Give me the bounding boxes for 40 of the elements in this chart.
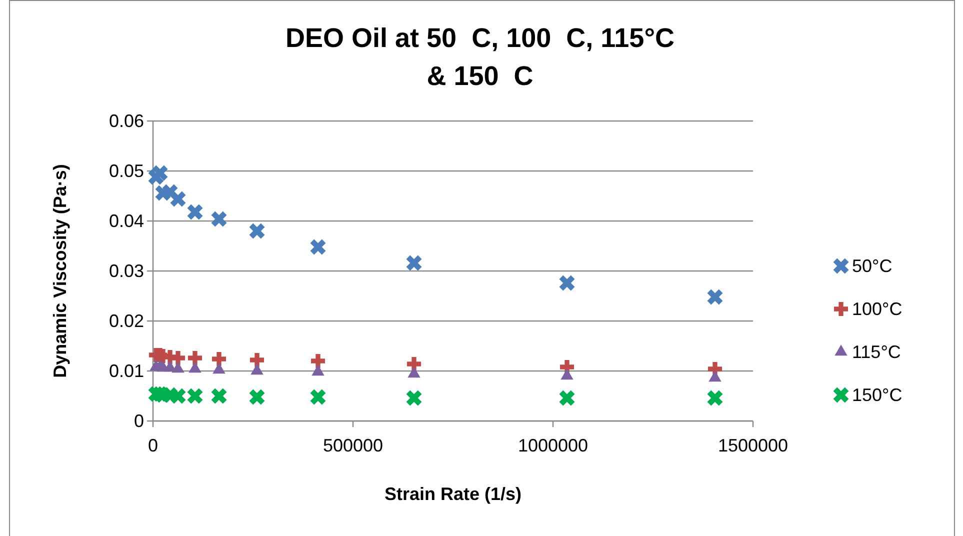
x-tick-label: 500000 <box>322 436 384 456</box>
x-tick-label: 0 <box>148 436 158 456</box>
point <box>152 165 168 181</box>
point <box>170 388 186 404</box>
point <box>211 211 227 227</box>
chart-title: DEO Oil at 50 C, 100 C, 115°C & 150 C <box>286 23 674 91</box>
point <box>250 352 264 368</box>
point <box>170 350 186 366</box>
x-tick-label: 1500000 <box>718 436 788 456</box>
y-tick-label: 0.05 <box>108 160 144 181</box>
point <box>188 350 202 366</box>
legend-label: 100°C <box>852 299 902 319</box>
legend-label: 50°C <box>852 256 892 276</box>
y-axis-title: Dynamic Viscosity (Pa·s) <box>50 164 70 378</box>
point <box>310 239 326 255</box>
point <box>249 223 265 239</box>
point <box>187 204 203 220</box>
point <box>707 390 723 406</box>
y-tick-label: 0.04 <box>108 210 144 231</box>
y-tick-label: 0.06 <box>108 110 144 131</box>
point <box>249 389 265 405</box>
point <box>211 388 227 404</box>
point <box>559 390 575 406</box>
point <box>406 390 422 406</box>
x-axis-title: Strain Rate (1/s) <box>384 484 522 504</box>
legend-label: 150°C <box>852 385 902 405</box>
y-tick-label: 0 <box>134 410 144 431</box>
point <box>310 354 326 368</box>
legend-label: 115°C <box>852 342 901 362</box>
point <box>212 352 226 366</box>
point <box>559 275 575 291</box>
point <box>187 388 203 404</box>
y-tick-label: 0.01 <box>108 360 144 381</box>
point <box>406 255 422 271</box>
point <box>170 191 186 207</box>
x-tick-label: 1000000 <box>518 436 588 456</box>
y-tick-label: 0.03 <box>108 260 144 281</box>
point <box>707 289 723 305</box>
y-tick-label: 0.02 <box>108 310 144 331</box>
point <box>310 389 326 405</box>
